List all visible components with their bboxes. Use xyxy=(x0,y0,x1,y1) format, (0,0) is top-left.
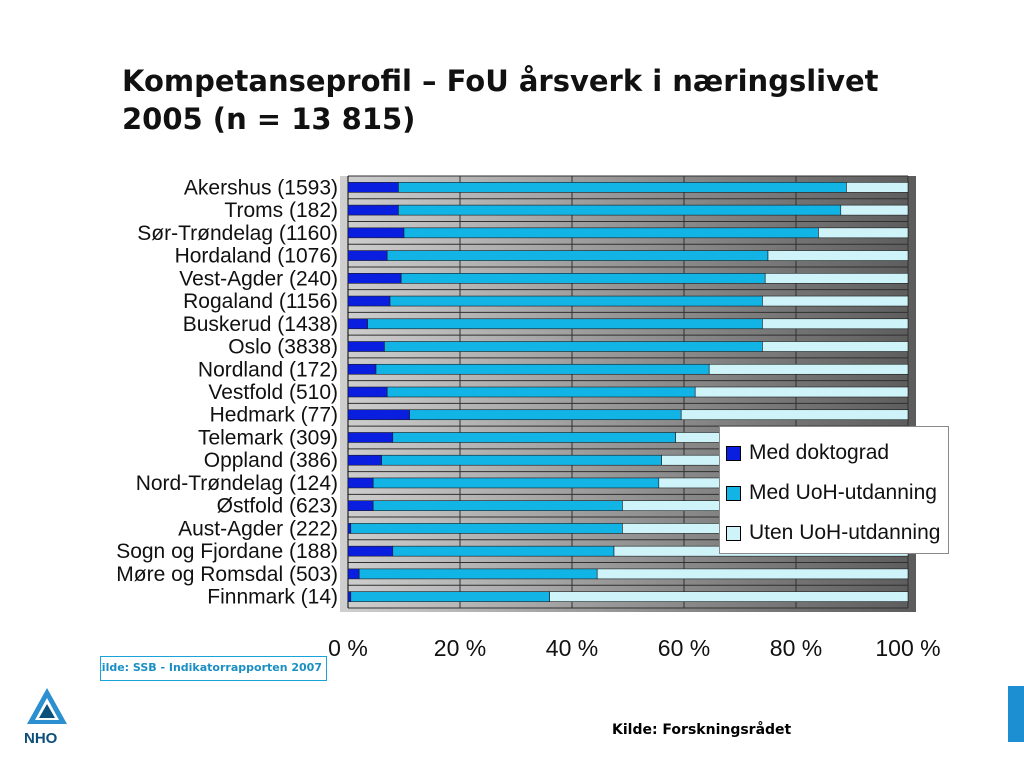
category-label: Troms (182) xyxy=(224,199,338,222)
bar-segment xyxy=(386,386,696,398)
legend-swatch-med-uoh-utdanning xyxy=(726,485,741,501)
bar-segment xyxy=(347,545,394,557)
x-tick-label: 80 % xyxy=(770,635,822,661)
bar-segment xyxy=(398,182,847,193)
legend-label: Med doktograd xyxy=(749,441,890,464)
bar-segment xyxy=(347,273,402,284)
bar-segment xyxy=(347,227,405,239)
bar-segment xyxy=(347,341,385,352)
bar-segment xyxy=(400,273,766,284)
bar-segment xyxy=(409,409,682,421)
bar-segment xyxy=(372,500,623,511)
bar-segment xyxy=(392,432,676,443)
bar-segment xyxy=(398,204,842,216)
bar-segment xyxy=(392,545,615,557)
bar-segment xyxy=(358,568,598,580)
bar-segment xyxy=(347,477,374,489)
legend-item-uten-uoh-utdanning: Uten UoH-utdanning xyxy=(726,513,948,553)
bar-segment xyxy=(347,386,388,398)
source-note-box: Kilde: SSB - Indikatorrapporten 2007 xyxy=(100,656,327,681)
legend-swatch-uten-uoh-utdanning xyxy=(726,525,741,541)
category-label: Finnmark (14) xyxy=(207,586,338,609)
bar-segment xyxy=(818,227,909,239)
bar-segment xyxy=(350,591,550,602)
bar-segment xyxy=(372,477,660,489)
bar-segment xyxy=(762,341,909,352)
bar-segment xyxy=(764,273,909,284)
page-title: Kompetanseprofil – FoU årsverk i nærings… xyxy=(122,64,879,136)
bar-segment xyxy=(347,409,410,421)
chart-legend: Med doktograd Med UoH-utdanning Uten UoH… xyxy=(719,426,949,554)
bar-segment xyxy=(347,500,374,511)
edge-accent-tab xyxy=(1008,686,1024,742)
category-label: Sogn og Fjordane (188) xyxy=(116,540,338,563)
category-label: Aust-Agder (222) xyxy=(178,517,338,540)
nho-logo-icon xyxy=(27,688,67,724)
bar-segment xyxy=(347,295,391,307)
logo-text: NHO xyxy=(24,730,58,747)
bar-segment xyxy=(347,523,352,534)
category-label: Nordland (172) xyxy=(198,358,338,381)
bar-segment xyxy=(347,568,360,580)
legend-label: Med UoH-utdanning xyxy=(749,481,937,504)
bar-segment xyxy=(347,432,394,443)
legend-item-med-uoh-utdanning: Med UoH-utdanning xyxy=(726,473,948,513)
bar-segment xyxy=(767,250,909,261)
bar-segment xyxy=(347,250,388,261)
x-tick-label: 20 % xyxy=(434,635,486,661)
bar-segment xyxy=(347,454,382,466)
category-label: Hedmark (77) xyxy=(210,404,338,427)
bar-segment xyxy=(389,295,763,307)
category-label: Nord-Trøndelag (124) xyxy=(136,472,338,495)
bar-segment xyxy=(384,341,763,352)
category-label: Akershus (1593) xyxy=(184,176,338,199)
category-label: Vestfold (510) xyxy=(208,381,338,404)
category-label: Hordaland (1076) xyxy=(175,245,338,268)
category-label: Vest-Agder (240) xyxy=(179,267,338,290)
footer-source: Kilde: Forskningsrådet xyxy=(612,722,792,738)
bar-segment xyxy=(350,523,623,534)
bar-segment xyxy=(347,182,399,193)
bar-segment xyxy=(708,363,909,375)
legend-item-med-doktograd: Med doktograd xyxy=(726,433,948,473)
bar-segment xyxy=(680,409,909,421)
bar-segment xyxy=(762,318,909,330)
bar-segment xyxy=(549,591,909,602)
bar-segment xyxy=(367,318,763,330)
bar-segment xyxy=(375,363,710,375)
category-label: Oslo (3838) xyxy=(228,336,338,359)
category-label: Buskerud (1438) xyxy=(183,313,338,336)
category-label: Møre og Romsdal (503) xyxy=(116,563,338,586)
bar-segment xyxy=(347,318,368,330)
bar-segment xyxy=(596,568,909,580)
bar-segment xyxy=(347,363,377,375)
category-label: Sør-Trøndelag (1160) xyxy=(137,222,338,245)
category-label: Telemark (309) xyxy=(198,426,338,449)
source-note: Kilde: SSB - Indikatorrapporten 2007 xyxy=(100,661,322,674)
bar-segment xyxy=(694,386,909,398)
x-tick-label: 40 % xyxy=(546,635,598,661)
category-label: Østfold (623) xyxy=(217,495,338,518)
legend-label: Uten UoH-utdanning xyxy=(749,521,941,544)
bar-segment xyxy=(403,227,819,239)
bar-segment xyxy=(386,250,769,261)
x-tick-label: 100 % xyxy=(875,635,940,661)
category-label: Rogaland (1156) xyxy=(183,290,338,313)
bar-segment xyxy=(840,204,909,216)
bar-segment xyxy=(347,204,399,216)
bar-segment xyxy=(762,295,909,307)
x-tick-label: 0 % xyxy=(328,635,368,661)
bar-segment xyxy=(381,454,662,466)
category-label: Oppland (386) xyxy=(204,449,338,472)
x-tick-label: 60 % xyxy=(658,635,710,661)
legend-swatch-med-doktograd xyxy=(726,445,741,461)
bar-segment xyxy=(347,591,352,602)
bar-segment xyxy=(846,182,909,193)
